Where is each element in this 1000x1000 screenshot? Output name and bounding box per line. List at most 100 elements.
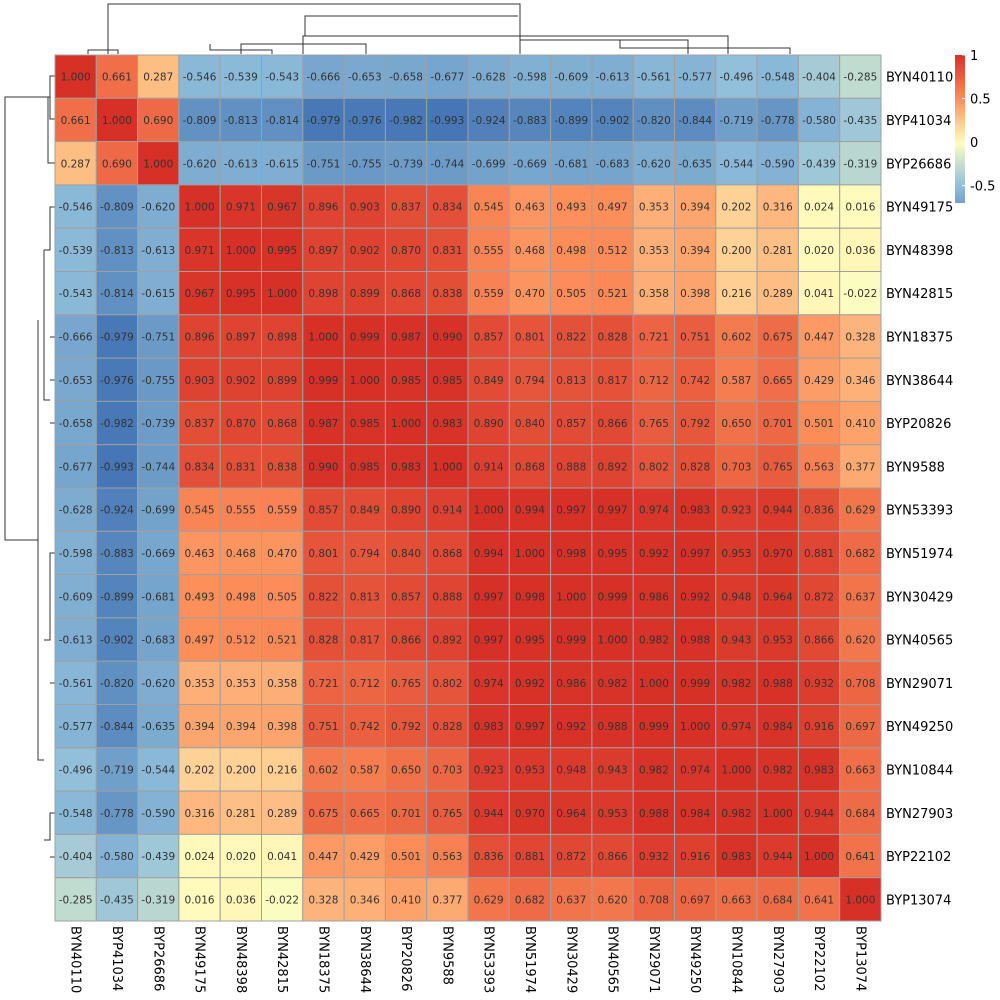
cell-value-label: -0.976 xyxy=(100,375,134,387)
cell-value-label: 0.923 xyxy=(474,764,504,776)
cell-value-label: 0.394 xyxy=(680,245,710,257)
row-label: BYN48398 xyxy=(886,244,953,259)
cell-value-label: -0.778 xyxy=(100,808,134,820)
cell-value-label: 0.497 xyxy=(598,202,628,214)
cell-value-label: 0.970 xyxy=(515,808,545,820)
heatmap-cell xyxy=(95,747,139,792)
heatmap-cell xyxy=(674,574,717,619)
heatmap-cell xyxy=(508,184,552,229)
cell-value-label: -0.548 xyxy=(761,72,795,84)
row-label: BYN49175 xyxy=(886,201,953,216)
column-label: BYN10844 xyxy=(728,926,743,993)
cell-value-label: 0.896 xyxy=(185,331,215,343)
cell-value-label: 0.999 xyxy=(556,635,586,647)
cell-value-label: 0.944 xyxy=(474,808,504,820)
cell-value-label: 0.987 xyxy=(391,331,421,343)
cell-value-label: 0.999 xyxy=(639,721,669,733)
heatmap-cell xyxy=(343,54,386,99)
cell-value-label: 0.521 xyxy=(267,635,297,647)
cell-value-label: -0.976 xyxy=(348,115,382,127)
cell-value-label: 0.429 xyxy=(804,375,834,387)
cell-value-label: 0.555 xyxy=(474,245,504,257)
cell-value-label: 0.216 xyxy=(267,764,297,776)
heatmap-cell xyxy=(674,704,717,749)
heatmap-cell xyxy=(797,141,841,186)
cell-value-label: 1.000 xyxy=(680,721,710,733)
cell-value-label: 0.493 xyxy=(556,202,586,214)
heatmap-cell xyxy=(95,54,139,99)
heatmap-cell xyxy=(95,444,139,489)
heatmap-cell xyxy=(632,790,676,835)
cell-value-label: -0.719 xyxy=(720,115,754,127)
heatmap-cell xyxy=(54,530,97,576)
heatmap-cell xyxy=(467,487,510,532)
cell-value-label: 0.987 xyxy=(308,418,338,430)
cell-value-label: -0.544 xyxy=(720,158,754,170)
cell-value-label: 1.000 xyxy=(226,245,256,257)
cell-value-label: 0.857 xyxy=(308,505,338,517)
heatmap-cell xyxy=(426,54,469,99)
heatmap-cell xyxy=(839,877,882,922)
cell-value-label: 0.985 xyxy=(391,375,421,387)
cell-value-label: -0.543 xyxy=(265,72,299,84)
cell-value-label: 1.000 xyxy=(267,288,297,300)
heatmap-cell xyxy=(674,400,717,446)
cell-value-label: 0.682 xyxy=(845,548,875,560)
cell-value-label: 0.999 xyxy=(680,678,710,690)
cell-value-label: 0.890 xyxy=(391,505,421,517)
cell-value-label: 0.742 xyxy=(350,721,380,733)
cell-value-label: 0.041 xyxy=(267,851,297,863)
cell-value-label: 0.563 xyxy=(804,461,834,473)
heatmap-cell xyxy=(261,141,304,186)
heatmap-cell xyxy=(674,357,717,402)
heatmap-cell xyxy=(219,617,262,662)
cell-value-label: 0.994 xyxy=(474,548,504,560)
cell-value-label: 0.684 xyxy=(845,808,875,820)
heatmap-cell xyxy=(343,314,386,359)
cell-value-label: 0.988 xyxy=(639,808,669,820)
row-label: BYN49250 xyxy=(886,720,953,735)
cell-value-label: 0.828 xyxy=(432,721,462,733)
heatmap-cell xyxy=(343,271,386,316)
heatmap-cell xyxy=(219,141,262,186)
heatmap-cell xyxy=(302,227,345,272)
cell-value-label: -0.285 xyxy=(843,72,877,84)
cell-value-label: -0.628 xyxy=(472,72,506,84)
cell-value-label: 0.682 xyxy=(515,894,545,906)
heatmap-cell xyxy=(632,357,676,402)
cell-value-label: 0.765 xyxy=(432,808,462,820)
cell-value-label: 0.997 xyxy=(474,635,504,647)
heatmap-cell xyxy=(839,400,882,446)
cell-value-label: 0.690 xyxy=(102,158,132,170)
cell-value-label: 1.000 xyxy=(143,158,173,170)
cell-value-label: 0.470 xyxy=(515,288,545,300)
heatmap-cell xyxy=(95,141,139,186)
heatmap-cell xyxy=(467,660,510,706)
heatmap-cell xyxy=(715,877,758,922)
heatmap-cell xyxy=(95,314,139,359)
column-label: BYP41034 xyxy=(109,926,124,991)
heatmap-cell xyxy=(550,747,593,792)
heatmap-cell xyxy=(261,314,304,359)
heatmap-cell xyxy=(508,487,552,532)
heatmap-cell xyxy=(591,314,634,359)
heatmap-cell xyxy=(715,574,758,619)
cell-value-label: -0.982 xyxy=(389,115,423,127)
heatmap-cell xyxy=(384,617,428,662)
heatmap-cell xyxy=(508,54,552,99)
heatmap-cell xyxy=(137,227,180,272)
cell-value-label: 0.468 xyxy=(515,245,545,257)
cell-value-label: 0.866 xyxy=(391,635,421,647)
heatmap-cell xyxy=(95,97,139,143)
cell-value-label: 1.000 xyxy=(804,851,834,863)
cell-value-label: -0.719 xyxy=(100,764,134,776)
cell-value-label: 1.000 xyxy=(350,375,380,387)
heatmap-cell xyxy=(632,444,676,489)
heatmap-cell xyxy=(343,660,386,706)
cell-value-label: 0.637 xyxy=(845,591,875,603)
cell-value-label: 1.000 xyxy=(391,418,421,430)
cell-value-label: -0.814 xyxy=(265,115,299,127)
heatmap-cell xyxy=(591,530,634,576)
heatmap-cell xyxy=(137,704,180,749)
cell-value-label: 0.983 xyxy=(721,851,751,863)
